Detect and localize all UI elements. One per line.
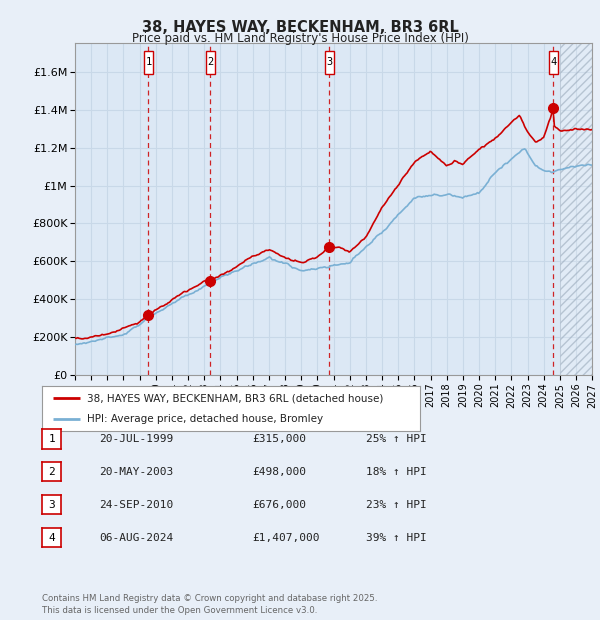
Text: 38, HAYES WAY, BECKENHAM, BR3 6RL (detached house): 38, HAYES WAY, BECKENHAM, BR3 6RL (detac… xyxy=(88,393,384,404)
Text: Price paid vs. HM Land Registry's House Price Index (HPI): Price paid vs. HM Land Registry's House … xyxy=(131,32,469,45)
Text: 1: 1 xyxy=(48,434,55,444)
Bar xyxy=(206,51,215,74)
Bar xyxy=(560,43,592,375)
Text: 4: 4 xyxy=(48,533,55,542)
Text: £315,000: £315,000 xyxy=(252,434,306,444)
Text: 1: 1 xyxy=(145,58,152,68)
Text: 38, HAYES WAY, BECKENHAM, BR3 6RL: 38, HAYES WAY, BECKENHAM, BR3 6RL xyxy=(142,20,458,35)
Text: Contains HM Land Registry data © Crown copyright and database right 2025.
This d: Contains HM Land Registry data © Crown c… xyxy=(42,594,377,615)
Text: £1,407,000: £1,407,000 xyxy=(252,533,320,542)
Text: 06-AUG-2024: 06-AUG-2024 xyxy=(99,533,173,542)
Text: 25% ↑ HPI: 25% ↑ HPI xyxy=(366,434,427,444)
Text: 20-MAY-2003: 20-MAY-2003 xyxy=(99,467,173,477)
Text: 3: 3 xyxy=(48,500,55,510)
Bar xyxy=(144,51,153,74)
Text: 20-JUL-1999: 20-JUL-1999 xyxy=(99,434,173,444)
Text: HPI: Average price, detached house, Bromley: HPI: Average price, detached house, Brom… xyxy=(88,414,323,424)
Text: 4: 4 xyxy=(550,58,556,68)
Text: 39% ↑ HPI: 39% ↑ HPI xyxy=(366,533,427,542)
Text: 24-SEP-2010: 24-SEP-2010 xyxy=(99,500,173,510)
Bar xyxy=(549,51,557,74)
Text: 2: 2 xyxy=(208,58,214,68)
Text: £498,000: £498,000 xyxy=(252,467,306,477)
Text: 2: 2 xyxy=(48,467,55,477)
Text: £676,000: £676,000 xyxy=(252,500,306,510)
Text: 23% ↑ HPI: 23% ↑ HPI xyxy=(366,500,427,510)
Text: 18% ↑ HPI: 18% ↑ HPI xyxy=(366,467,427,477)
Bar xyxy=(325,51,334,74)
Text: 3: 3 xyxy=(326,58,332,68)
